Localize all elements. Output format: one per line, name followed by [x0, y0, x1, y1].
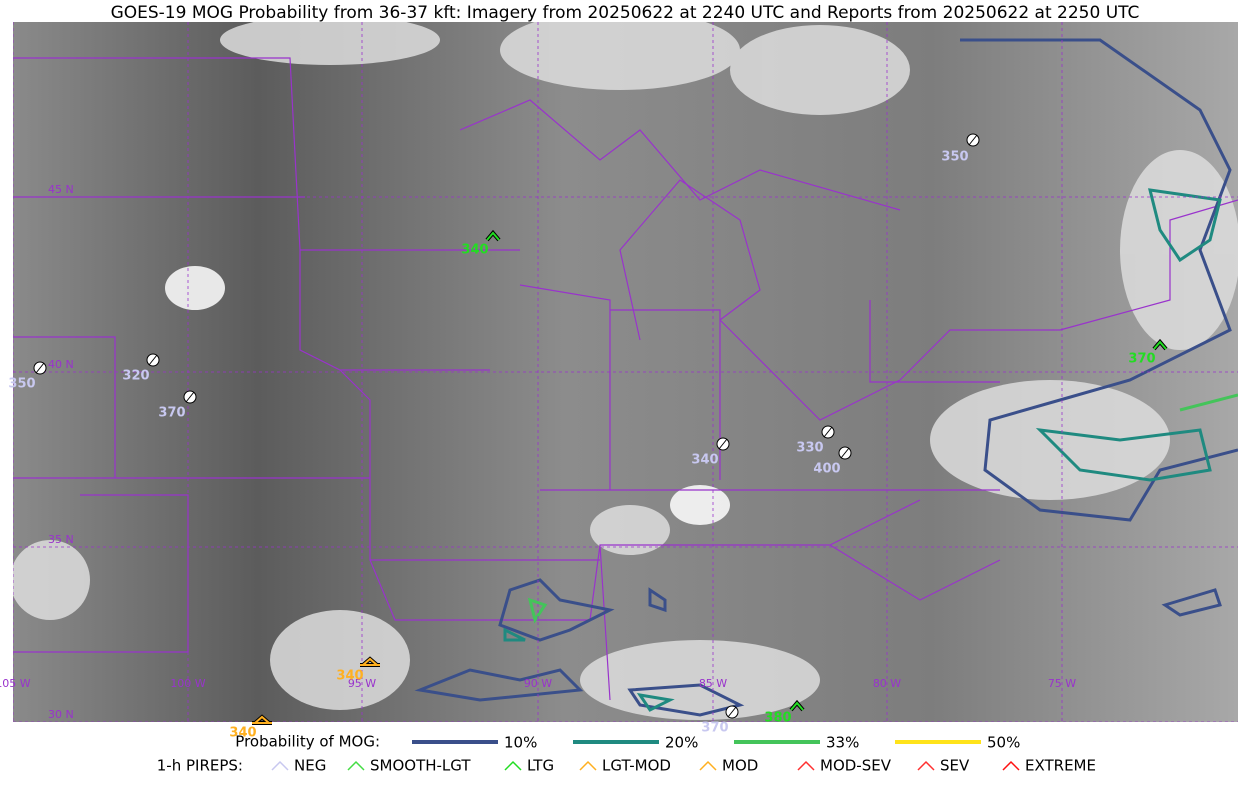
legend-symbol [271, 760, 289, 771]
lat-label: 40 N [48, 358, 74, 371]
legend-label: NEG [294, 757, 326, 775]
lon-label: 95 W [348, 677, 376, 690]
pirep-label: 320 [122, 369, 149, 384]
legend-label: LGT-MOD [602, 757, 671, 775]
lon-label: 100 W [170, 677, 205, 690]
pirep-symbol [252, 715, 272, 724]
legend-symbol [917, 760, 935, 771]
borders [13, 57, 1238, 701]
labels: 45 N 40 N 35 N 30 N 105 W 100 W 95 W 90 W 85 W 80… [0, 133, 1168, 741]
legend-title: Probability of MOG: [235, 733, 380, 751]
pirep-symbol [823, 426, 833, 438]
lon-label: 90 W [524, 677, 552, 690]
lat-label: 30 N [48, 708, 74, 721]
legend-label: MOD-SEV [820, 757, 892, 775]
legend-label: 20% [665, 734, 698, 752]
legend: Probability of MOG: 10% 20% 33% 50% 1-h PIREP… [157, 733, 1096, 775]
legend-label: LTG [527, 757, 554, 775]
pirep-label: 370 [158, 406, 185, 421]
legend-symbol [699, 760, 717, 771]
lat-label: 45 N [48, 183, 74, 196]
pirep-label: 330 [796, 441, 823, 456]
pirep-symbol [727, 706, 737, 718]
lat-label: 35 N [48, 533, 74, 546]
pirep-symbol [360, 657, 380, 666]
pirep-symbol [185, 391, 195, 403]
pirep-label: 370 [1128, 352, 1155, 367]
pirep-label: 370 [701, 721, 728, 736]
pirep-label: 340 [336, 669, 363, 684]
legend-title: 1-h PIREPS: [157, 757, 243, 775]
pirep-symbol [486, 231, 500, 241]
legend-label: SEV [940, 757, 970, 775]
legend-symbol [579, 760, 597, 771]
legend-label: 33% [826, 734, 859, 752]
legend-symbol [1002, 760, 1020, 771]
lon-label: 80 W [873, 677, 901, 690]
probability-contours [414, 38, 1238, 717]
legend-symbol [347, 760, 365, 771]
pirep-symbol [1153, 340, 1167, 350]
map [13, 22, 1238, 722]
pirep-label: 340 [691, 453, 718, 468]
legend-label: SMOOTH-LGT [370, 757, 471, 775]
pirep-symbol [968, 134, 978, 146]
graticule [13, 22, 1238, 722]
pirep-symbol [35, 362, 45, 374]
pirep-label: 380 [764, 711, 791, 726]
legend-symbol [504, 760, 522, 771]
lon-label: 75 W [1048, 677, 1076, 690]
legend-label: 50% [987, 734, 1020, 752]
legend-label: 10% [504, 734, 537, 752]
pirep-symbol [148, 354, 158, 366]
lon-label: 85 W [699, 677, 727, 690]
pirep-label: 350 [8, 377, 35, 392]
title: GOES-19 MOG Probability from 36-37 kft: … [111, 3, 1140, 23]
legend-label: MOD [722, 757, 758, 775]
lon-label: 105 W [0, 677, 31, 690]
pirep-label: 340 [229, 726, 256, 741]
legend-label: EXTREME [1025, 757, 1096, 775]
pirep-label: 340 [461, 243, 488, 258]
legend-symbol [797, 760, 815, 771]
pirep-symbol [790, 701, 804, 711]
pirep-symbol [840, 447, 850, 459]
pirep-symbol [718, 438, 728, 450]
pirep-label: 400 [813, 462, 840, 477]
pirep-label: 350 [941, 150, 968, 165]
